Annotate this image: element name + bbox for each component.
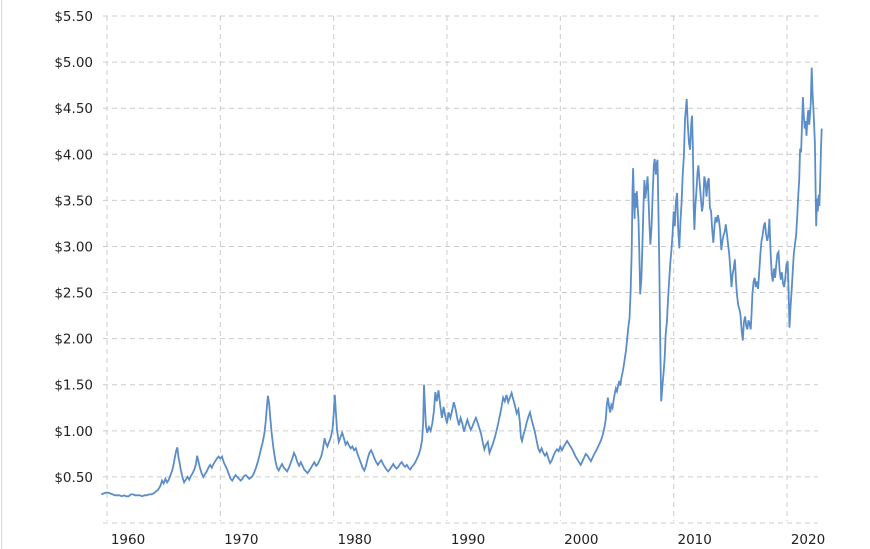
- x-tick-label: 1980: [337, 532, 371, 548]
- y-tick-label: $2.00: [54, 332, 93, 348]
- y-tick-label: $1.50: [54, 378, 93, 394]
- y-axis-labels: $5.50 $5.00 $4.50 $4.00 $3.50 $3.00 $2.50 $2.00…: [54, 9, 93, 486]
- y-tick-label: $2.50: [54, 286, 93, 302]
- y-tick-label: $3.50: [54, 193, 93, 209]
- x-tick-label: 1960: [111, 532, 145, 548]
- y-tick-label: $4.00: [54, 147, 93, 163]
- x-tick-label: 1990: [451, 532, 485, 548]
- y-tick-label: $3.00: [54, 239, 93, 255]
- x-tick-label: 2020: [791, 532, 825, 548]
- horizontal-gridlines: [103, 15, 818, 524]
- x-tick-label: 2000: [564, 532, 598, 548]
- x-tick-label: 1970: [224, 532, 258, 548]
- x-axis-labels: 1960 1970 1980 1990 2000 2010 2020: [111, 532, 825, 548]
- price-line: [100, 67, 823, 498]
- left-edge-border: [1, 0, 2, 549]
- x-tick-label: 2010: [677, 532, 711, 548]
- y-tick-label: $4.50: [54, 101, 93, 117]
- y-tick-label: $5.00: [54, 55, 93, 71]
- y-tick-label: $1.00: [54, 424, 93, 440]
- y-tick-label: $0.50: [54, 470, 93, 486]
- y-tick-label: $5.50: [54, 9, 93, 25]
